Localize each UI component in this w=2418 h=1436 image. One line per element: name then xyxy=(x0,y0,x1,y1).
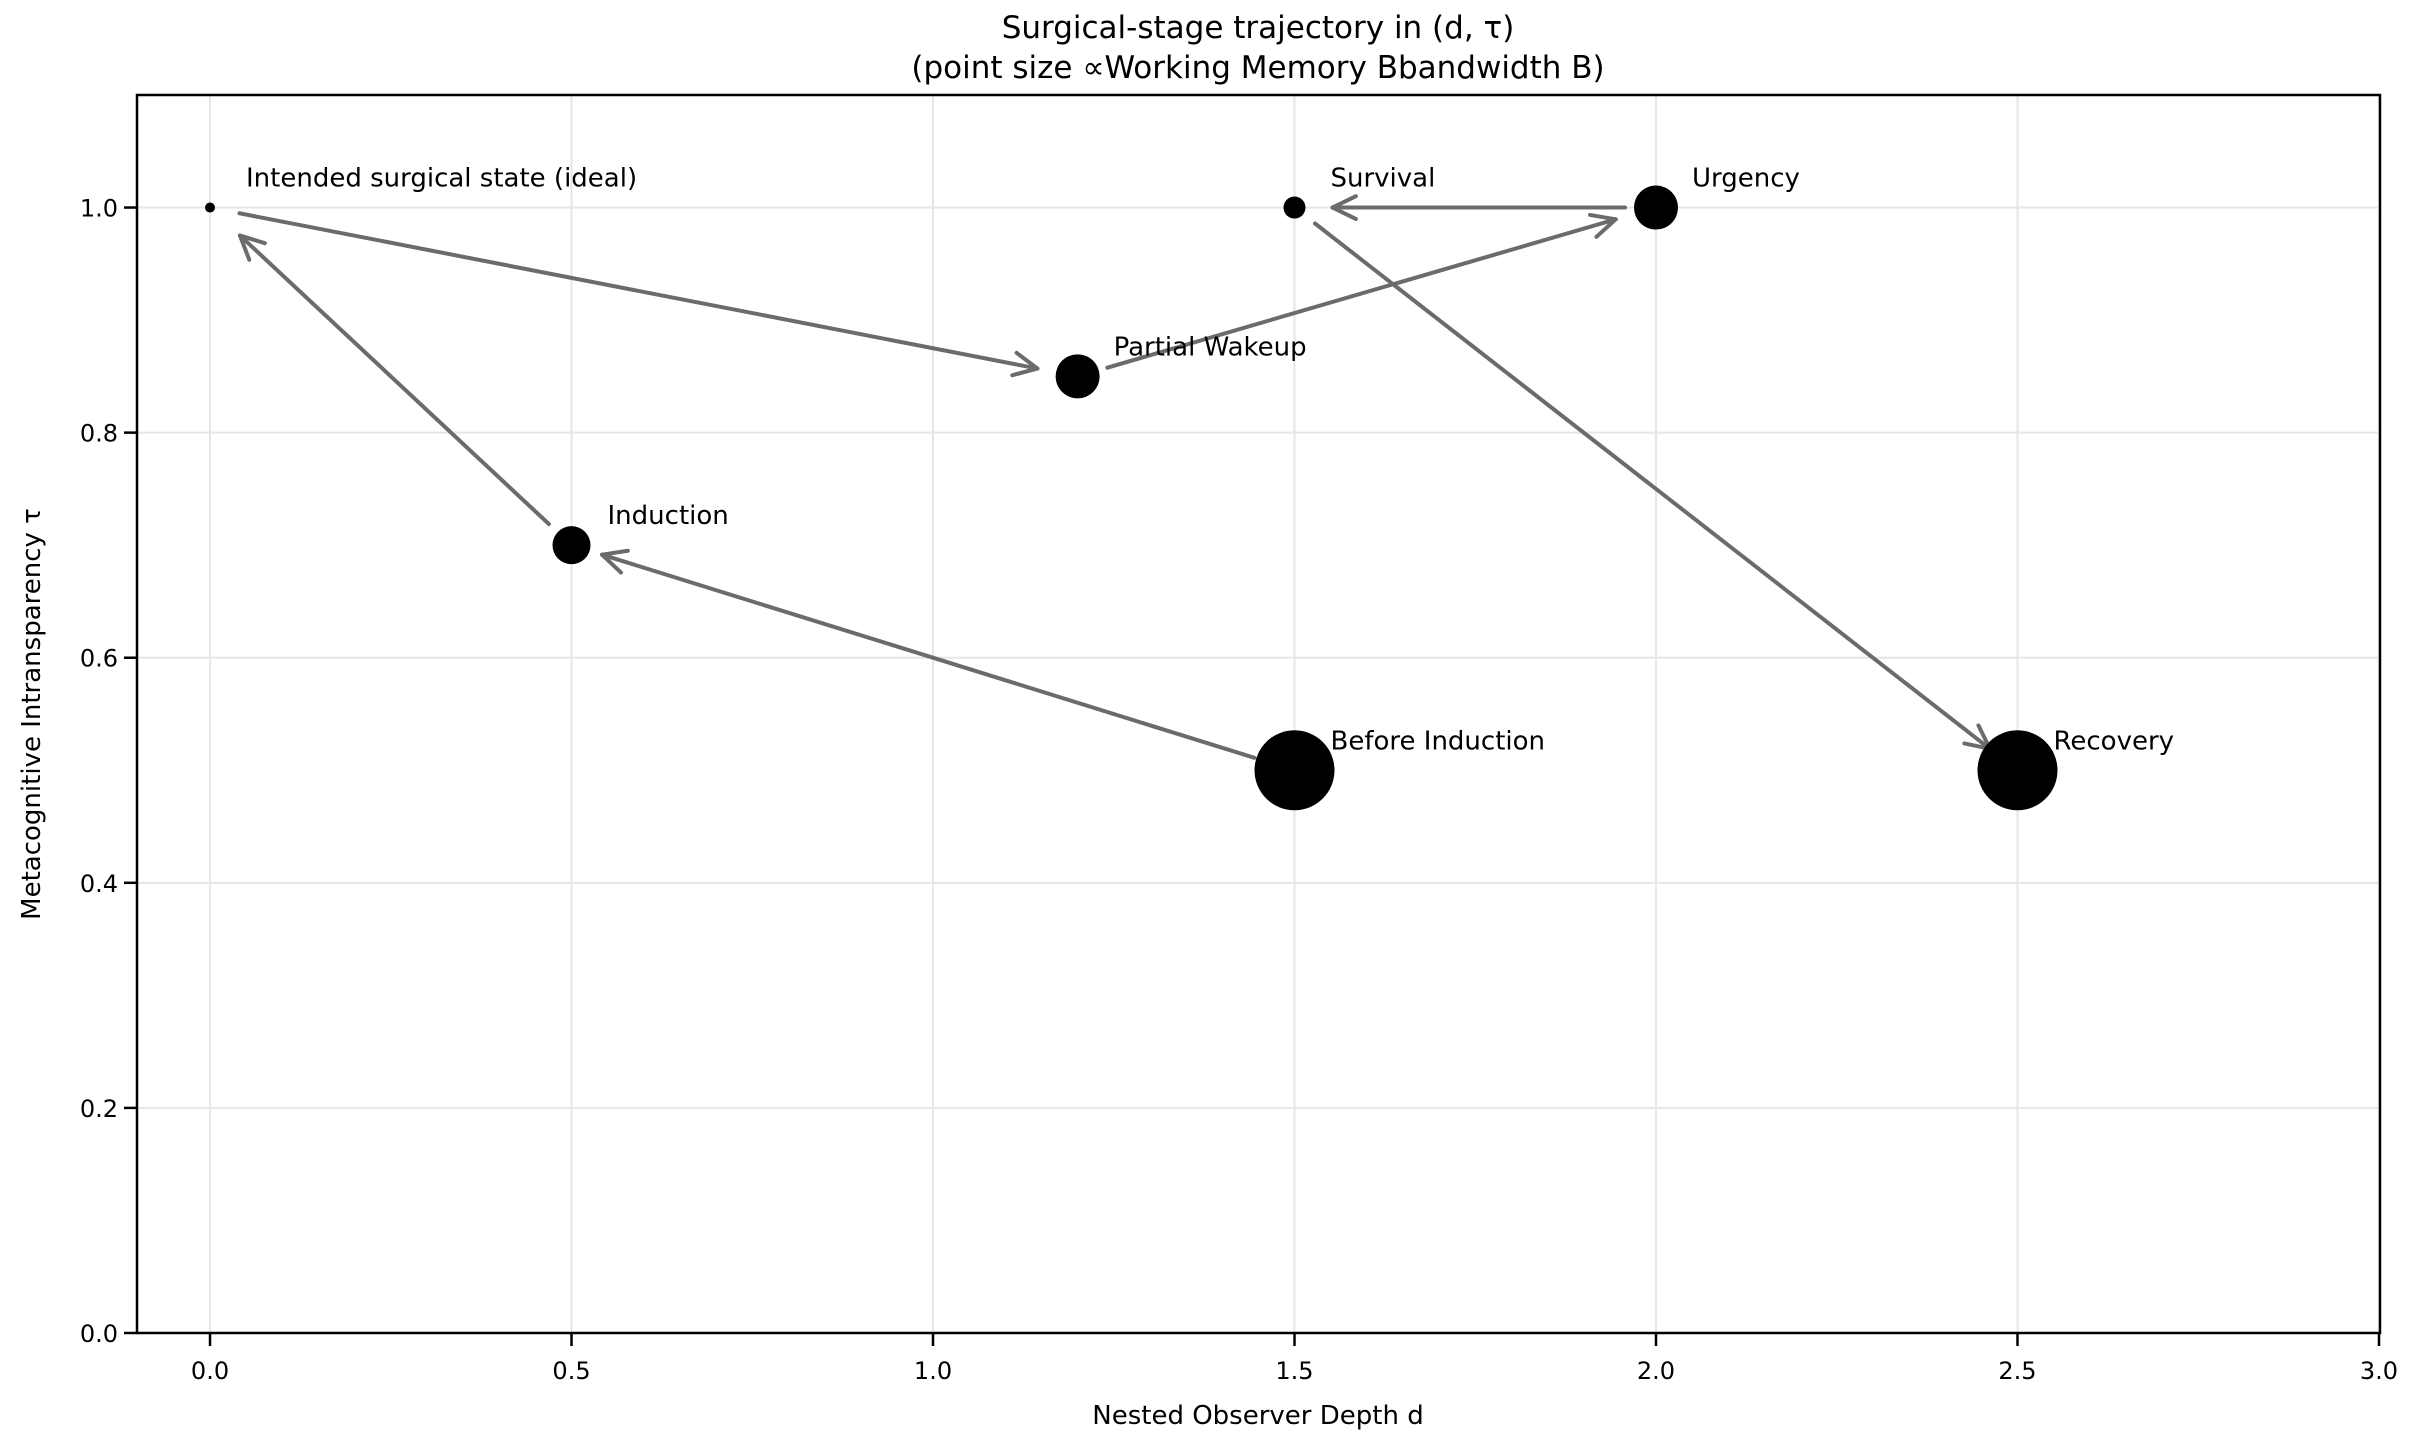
arrow-head-barb xyxy=(600,548,630,557)
x-tick-label: 0.5 xyxy=(552,1357,590,1385)
point-label-induction: Induction xyxy=(608,501,729,531)
arrow-head-barb xyxy=(1594,217,1618,239)
arrow-head-barb xyxy=(600,552,623,575)
arrow-head-barb xyxy=(1588,212,1618,222)
trajectory-arrow-survival-to-recovery xyxy=(1313,221,1992,751)
grid-layer xyxy=(137,95,2380,1334)
trajectory-arrow-urgency-to-survival xyxy=(1330,194,1627,221)
arrow-head-barb xyxy=(237,233,267,246)
arrow-head-barb xyxy=(237,233,252,262)
arrow-head-barb xyxy=(1330,205,1358,221)
data-point-survival xyxy=(1283,196,1306,219)
point-label-before-induction: Before Induction xyxy=(1331,726,1546,756)
point-label-recovery: Recovery xyxy=(2053,726,2174,756)
arrow-head-barb xyxy=(1014,350,1040,371)
data-point-intended-surgical-state-ideal xyxy=(205,202,216,213)
point-label-survival: Survival xyxy=(1331,164,1436,194)
trajectory-arrows xyxy=(237,194,1992,760)
data-point-recovery xyxy=(1977,730,2058,811)
chart-subtitle: (point size ∝Working Memory Bbandwidth B… xyxy=(911,50,1604,86)
data-point-urgency xyxy=(1633,185,1678,230)
x-tick-label: 2.0 xyxy=(1637,1357,1675,1385)
arrow-shaft xyxy=(1313,221,1992,751)
x-tick-label: 1.5 xyxy=(1275,1357,1313,1385)
point-label-partial-wakeup: Partial Wakeup xyxy=(1114,332,1307,362)
y-tick-label: 1.0 xyxy=(80,195,118,223)
arrow-shaft xyxy=(1105,217,1618,370)
plot-border xyxy=(135,93,2382,1335)
trajectory-arrow-intended-surgical-state-ideal-to-partial-wakeup xyxy=(237,211,1040,378)
arrow-shaft xyxy=(237,211,1040,371)
y-tick-label: 0.2 xyxy=(80,1095,118,1123)
trajectory-arrow-partial-wakeup-to-urgency xyxy=(1105,212,1618,370)
data-points xyxy=(205,185,2058,811)
point-label-urgency: Urgency xyxy=(1692,164,1800,194)
x-axis-label: Nested Observer Depth d xyxy=(1092,1401,1423,1431)
data-point-before-induction xyxy=(1254,730,1335,811)
arrow-head-barb xyxy=(1010,366,1040,378)
y-tick-label: 0.6 xyxy=(80,645,118,673)
trajectory-arrow-before-induction-to-induction xyxy=(600,548,1257,760)
y-tick-label: 0.4 xyxy=(80,870,118,898)
point-labels: Intended surgical state (ideal) Induction… xyxy=(246,164,2174,757)
data-point-induction xyxy=(552,526,591,565)
arrow-shaft xyxy=(600,552,1257,760)
x-tick-label: 2.5 xyxy=(1998,1357,2036,1385)
trajectory-arrow-induction-to-intended-surgical-state-ideal xyxy=(237,233,551,527)
y-tick-label: 0.8 xyxy=(80,420,118,448)
tick-layer: 0.0 0.5 1.0 1.5 2.0 2.5 3.0 0.0 0.2 0.4 0.6 0.8 1.0 xyxy=(80,195,2398,1385)
x-tick-label: 0.0 xyxy=(191,1357,229,1385)
x-tick-label: 3.0 xyxy=(2360,1357,2398,1385)
arrow-head-barb xyxy=(1330,194,1358,210)
y-axis-label: Metacognitive Intransparency τ xyxy=(17,508,47,920)
arrow-shaft xyxy=(237,233,551,527)
chart-title: Surgical-stage trajectory in (d, τ) xyxy=(1002,10,1515,46)
x-tick-label: 1.0 xyxy=(914,1357,952,1385)
data-point-partial-wakeup xyxy=(1055,354,1100,399)
point-label-intended-surgical-state-ideal: Intended surgical state (ideal) xyxy=(246,164,637,194)
y-tick-label: 0.0 xyxy=(80,1320,118,1348)
